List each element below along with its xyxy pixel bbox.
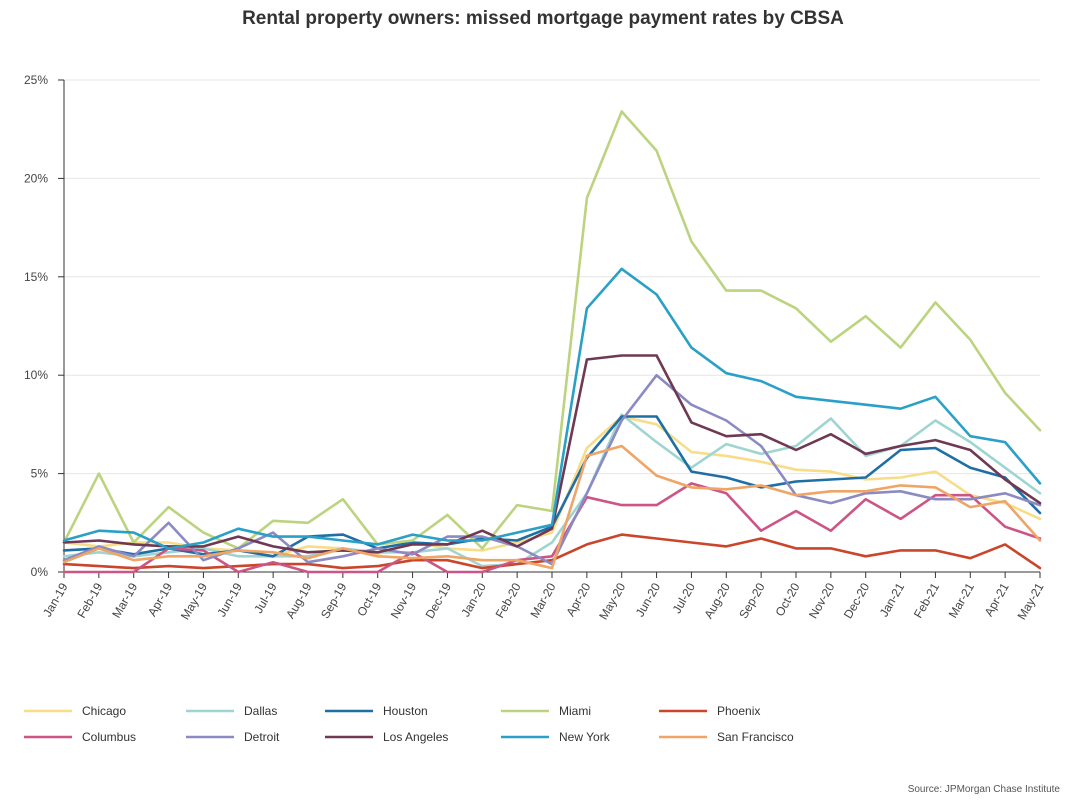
legend-item-detroit: Detroit <box>186 730 280 744</box>
x-tick-label: Mar-20 <box>527 580 558 620</box>
legend-label: Columbus <box>82 730 136 744</box>
legend-label: Detroit <box>244 730 280 744</box>
axes <box>63 80 1040 573</box>
x-tick-label: Nov-20 <box>806 580 838 621</box>
x-tick-label: Dec-19 <box>423 580 455 621</box>
x-tick-label: Jan-21 <box>877 580 908 619</box>
legend-label: San Francisco <box>717 730 794 744</box>
x-tick-label: Apr-20 <box>563 580 593 618</box>
y-tick-label: 25% <box>24 73 48 87</box>
y-tick-label: 0% <box>31 565 49 579</box>
legend-item-los-angeles: Los Angeles <box>325 730 448 744</box>
chart-title: Rental property owners: missed mortgage … <box>242 8 844 29</box>
x-tick-label: Apr-19 <box>145 580 175 618</box>
x-tick-label: Sep-20 <box>736 580 768 621</box>
x-tick-label: Dec-20 <box>841 580 873 621</box>
x-tick-label: Feb-19 <box>74 580 105 620</box>
series-line-miami <box>62 110 1042 550</box>
x-tick-label: May-19 <box>178 580 210 622</box>
legend-label: Chicago <box>82 704 126 718</box>
x-tick-label: Feb-21 <box>911 580 942 620</box>
legend-label: Miami <box>559 704 591 718</box>
legend-item-phoenix: Phoenix <box>659 704 760 718</box>
y-tick-label: 15% <box>24 270 48 284</box>
legend-label: Houston <box>383 704 428 718</box>
x-tick-label: Oct-19 <box>354 580 384 618</box>
gridlines <box>64 79 1040 475</box>
series-line-san-francisco <box>62 444 1042 570</box>
x-tick-label: May-20 <box>596 580 628 622</box>
x-tick-label: Nov-19 <box>388 580 420 621</box>
x-tick-label: Mar-19 <box>109 580 140 620</box>
legend-label: New York <box>559 730 611 744</box>
y-tick-label: 10% <box>24 368 48 382</box>
series-line-chicago <box>62 415 1042 558</box>
series-line-new-york <box>62 267 1042 550</box>
legend-item-dallas: Dallas <box>186 704 277 718</box>
legend-label: Los Angeles <box>383 730 448 744</box>
x-tick-label: Oct-20 <box>772 580 802 618</box>
x-tick-label: Aug-20 <box>701 580 733 621</box>
x-tick-label: Apr-21 <box>982 580 1012 618</box>
x-tick-label: Jan-20 <box>458 580 489 619</box>
series-lines <box>62 110 1042 574</box>
y-tick-label: 5% <box>31 467 49 481</box>
x-tick-label: Mar-21 <box>946 580 977 620</box>
legend-label: Phoenix <box>717 704 760 718</box>
x-tick-label: Jul-20 <box>670 580 699 616</box>
x-axis-tick-labels: Jan-19 Feb-19 Mar-19 Apr-19 May-19 Jun-19 Jul-… <box>40 572 1047 622</box>
legend-item-chicago: Chicago <box>24 704 126 718</box>
x-tick-label: Jun-20 <box>633 580 664 619</box>
x-tick-label: Jan-19 <box>40 580 71 619</box>
legend-item-columbus: Columbus <box>24 730 136 744</box>
legend-item-houston: Houston <box>325 704 428 718</box>
x-tick-label: Sep-19 <box>318 580 350 621</box>
source-note: Source: JPMorgan Chase Institute <box>908 784 1061 795</box>
x-tick-label: Aug-19 <box>283 580 315 621</box>
x-tick-label: Jun-19 <box>214 580 245 619</box>
legend: Chicago Dallas Houston Miami Phoenix Columbus… <box>24 704 794 744</box>
legend-item-miami: Miami <box>501 704 591 718</box>
series-line-columbus <box>62 482 1042 574</box>
y-axis-tick-labels: 0% 5% 10% 15% 20% 25% <box>24 73 64 579</box>
series-line-los-angeles <box>62 354 1042 554</box>
legend-item-new-york: New York <box>501 730 611 744</box>
x-tick-label: Jul-19 <box>251 580 280 616</box>
x-tick-label: Feb-20 <box>493 580 524 620</box>
legend-label: Dallas <box>244 704 277 718</box>
series-line-phoenix <box>62 533 1042 570</box>
y-tick-label: 20% <box>24 171 48 185</box>
x-tick-label: May-21 <box>1014 580 1046 622</box>
legend-item-san-francisco: San Francisco <box>659 730 794 744</box>
